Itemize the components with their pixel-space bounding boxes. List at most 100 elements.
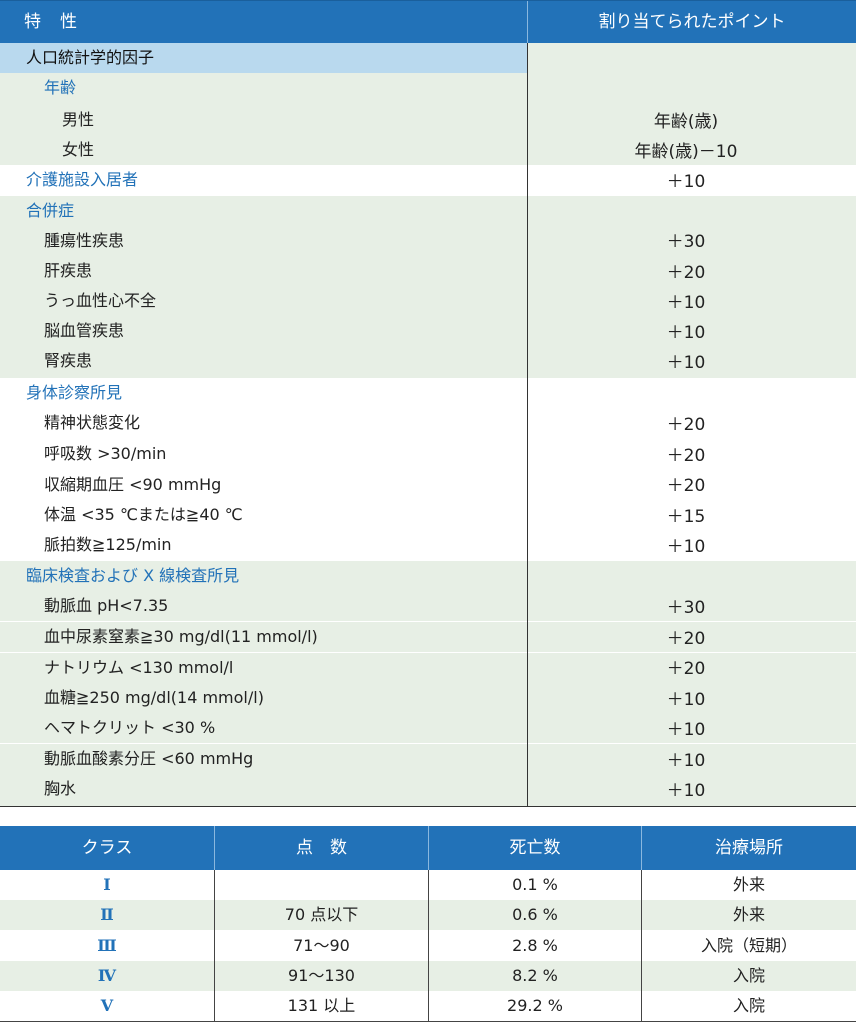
row-label: 身体診察所見 xyxy=(26,383,123,402)
class-cell: Ⅴ xyxy=(100,996,114,1015)
row-label: 動脈血 pH<7.35 xyxy=(44,596,169,615)
row-label: 介護施設入居者 xyxy=(26,170,139,189)
row-label: ヘマトクリット <30 % xyxy=(44,718,216,737)
row-lab-header: 臨床検査および X 線検査所見 xyxy=(0,561,856,591)
class-cell: Ⅲ xyxy=(97,936,117,955)
row-nursing-home: 介護施設入居者 ＋10 xyxy=(0,165,856,195)
row-value: 年齢(歳) xyxy=(653,112,719,132)
header-divider xyxy=(214,826,215,870)
row-physical-header: 身体診察所見 xyxy=(0,378,856,408)
row-value: ＋30 xyxy=(666,232,706,252)
row-female: 女性 年齢(歳)－10 xyxy=(0,133,856,165)
table2-column-divider xyxy=(641,870,642,1022)
header-divider xyxy=(428,826,429,870)
row-label: ナトリウム <130 mmol/l xyxy=(44,658,234,677)
table1-column-divider xyxy=(527,43,528,806)
row-lab: 動脈血 pH<7.35 ＋30 xyxy=(0,591,856,621)
row-lab: 血中尿素窒素≧30 mg/dl(11 mmol/l) ＋20 xyxy=(0,622,856,652)
row-value: ＋30 xyxy=(666,598,706,618)
row-physical: 呼吸数 >30/min ＋20 xyxy=(0,439,856,469)
header-points: 割り当てられたポイント xyxy=(598,12,786,32)
points-cell: 91～130 xyxy=(288,966,355,985)
row-value: ＋10 xyxy=(666,690,706,710)
mortality-cell: 8.2 % xyxy=(512,966,558,985)
row-age: 年齢 xyxy=(0,73,856,103)
row-value: ＋10 xyxy=(666,172,706,192)
row-value: ＋20 xyxy=(666,659,706,679)
place-cell: 入院 xyxy=(732,966,765,985)
row-label: 血糖≧250 mg/dl(14 mmol/l) xyxy=(44,688,264,707)
row-label: 脳血管疾患 xyxy=(44,321,125,340)
row-label: 女性 xyxy=(62,140,95,159)
row-lab: 血糖≧250 mg/dl(14 mmol/l) ＋10 xyxy=(0,683,856,713)
row-physical: 脈拍数≧125/min ＋10 xyxy=(0,530,856,561)
table2-bottom-border xyxy=(0,1021,856,1022)
row-value: ＋10 xyxy=(666,537,706,557)
row-value: ＋10 xyxy=(666,781,706,801)
place-cell: 外来 xyxy=(732,905,765,924)
row-value: ＋10 xyxy=(666,323,706,343)
row-value: ＋10 xyxy=(666,720,706,740)
place-cell: 入院 xyxy=(732,996,765,1015)
category-label: 人口統計学的因子 xyxy=(26,48,155,67)
row-value: ＋15 xyxy=(666,507,706,527)
row-lab: ナトリウム <130 mmol/l ＋20 xyxy=(0,653,856,683)
row-label: 脈拍数≧125/min xyxy=(44,535,172,554)
points-cell: 70 点以下 xyxy=(284,905,359,924)
header-characteristic: 特 性 xyxy=(24,12,78,32)
row-label: 血中尿素窒素≧30 mg/dl(11 mmol/l) xyxy=(44,627,318,646)
row-value: 年齢(歳)－10 xyxy=(634,142,738,162)
table2-column-divider xyxy=(214,870,215,1022)
mortality-cell: 0.1 % xyxy=(512,875,558,894)
points-cell: 131 以上 xyxy=(287,996,356,1015)
mortality-cell: 29.2 % xyxy=(507,996,563,1015)
mortality-cell: 2.8 % xyxy=(512,936,558,955)
row-physical: 収縮期血圧 <90 mmHg ＋20 xyxy=(0,470,856,500)
row-label: 腎疾患 xyxy=(44,351,93,370)
category-value-cell xyxy=(528,43,856,73)
row-comorbidity: うっ血性心不全 ＋10 xyxy=(0,286,856,316)
row-value: ＋20 xyxy=(666,263,706,283)
row-value: ＋10 xyxy=(666,353,706,373)
row-label: 臨床検査および X 線検査所見 xyxy=(26,566,240,585)
row-label: 体温 <35 ℃または≧40 ℃ xyxy=(44,505,243,524)
row-lab: 動脈血酸素分圧 <60 mmHg ＋10 xyxy=(0,744,856,774)
row-comorbidity: 腎疾患 ＋10 xyxy=(0,346,856,378)
row-label: 肝疾患 xyxy=(44,261,93,280)
place-cell: 入院（短期） xyxy=(700,936,797,955)
row-comorbidity: 腫瘍性疾患 ＋30 xyxy=(0,226,856,256)
place-cell: 外来 xyxy=(732,875,765,894)
class-cell: Ⅰ xyxy=(103,875,111,894)
row-label: 呼吸数 >30/min xyxy=(44,444,167,463)
row-label: 胸水 xyxy=(44,779,77,798)
row-label: 動脈血酸素分圧 <60 mmHg xyxy=(44,749,254,768)
table2-header: クラス 点 数 死亡数 治療場所 xyxy=(0,826,856,870)
mortality-cell: 0.6 % xyxy=(512,905,558,924)
row-comorbidity-header: 合併症 xyxy=(0,196,856,226)
table1-bottom-border xyxy=(0,806,856,807)
category-demographics: 人口統計学的因子 xyxy=(0,43,856,73)
row-value: ＋20 xyxy=(666,476,706,496)
row-label: 男性 xyxy=(62,110,95,129)
row-value: ＋20 xyxy=(666,415,706,435)
row-physical: 体温 <35 ℃または≧40 ℃ ＋15 xyxy=(0,500,856,530)
header-divider xyxy=(641,826,642,870)
row-label: 合併症 xyxy=(26,201,75,220)
row-label: うっ血性心不全 xyxy=(44,291,157,310)
class-cell: Ⅱ xyxy=(100,905,114,924)
class-cell: Ⅳ xyxy=(97,966,117,985)
row-lab: 胸水 ＋10 xyxy=(0,774,856,806)
row-lab: ヘマトクリット <30 % ＋10 xyxy=(0,713,856,743)
header-treatment-place: 治療場所 xyxy=(715,838,783,858)
row-physical: 精神状態変化 ＋20 xyxy=(0,408,856,438)
row-label: 年齢 xyxy=(44,78,77,97)
header-divider xyxy=(527,1,528,44)
row-label: 腫瘍性疾患 xyxy=(44,231,125,250)
header-points: 点 数 xyxy=(296,838,347,858)
header-mortality: 死亡数 xyxy=(509,838,561,858)
row-comorbidity: 脳血管疾患 ＋10 xyxy=(0,316,856,346)
table2-column-divider xyxy=(428,870,429,1022)
row-label: 精神状態変化 xyxy=(44,413,141,432)
row-value: ＋20 xyxy=(666,446,706,466)
points-cell: 71～90 xyxy=(293,936,350,955)
